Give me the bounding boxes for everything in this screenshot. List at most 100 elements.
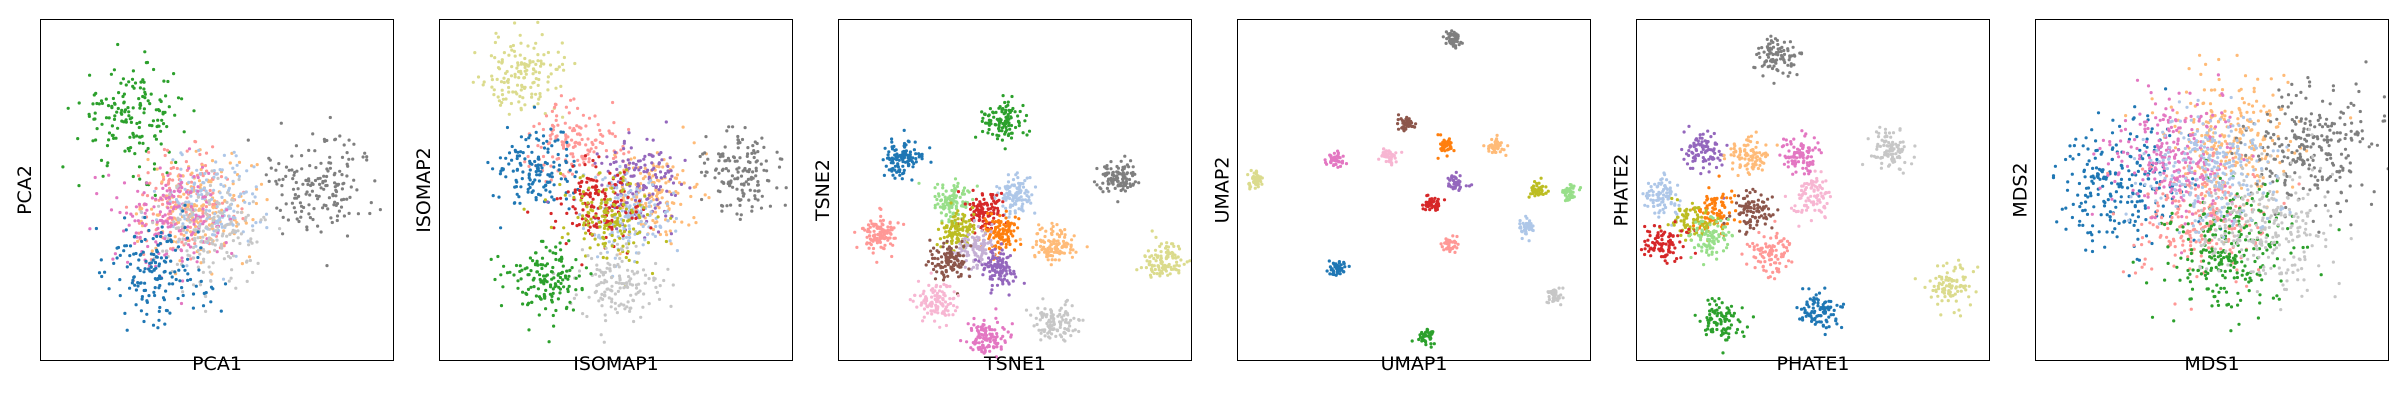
scatter-point [560, 143, 565, 147]
scatter-series-10 [951, 219, 996, 278]
scatter-point [222, 257, 226, 261]
scatter-point [654, 285, 658, 289]
scatter-point [944, 189, 948, 193]
scatter-point [201, 203, 206, 207]
scatter-point [203, 164, 208, 168]
scatter-point [736, 176, 740, 180]
scatter-point [278, 208, 282, 212]
scatter-series-0 [1441, 29, 1464, 50]
scatter-point [663, 210, 667, 215]
scatter-point [679, 202, 683, 206]
scatter-point [355, 188, 359, 192]
scatter-point [251, 224, 255, 228]
scatter-point [1123, 183, 1127, 188]
scatter-point [634, 283, 638, 287]
scatter-point [1015, 193, 1019, 197]
scatter-point [235, 163, 239, 167]
scatter-point [866, 229, 870, 234]
scatter-point [201, 180, 205, 185]
scatter-point [1005, 272, 1009, 276]
scatter-point [501, 285, 505, 289]
scatter-point [539, 59, 543, 63]
scatter-point [1150, 269, 1154, 273]
scatter-point [645, 137, 649, 141]
scatter-point [989, 275, 993, 279]
scatter-point [206, 213, 210, 217]
scatter-point [141, 224, 145, 228]
scatter-point [980, 257, 984, 262]
scatter-point [1061, 239, 1066, 243]
scatter-point [492, 88, 496, 92]
scatter-point [1009, 232, 1013, 236]
scatter-point [971, 341, 975, 345]
scatter-point [935, 249, 939, 253]
scatter-point [544, 188, 548, 192]
scatter-point [297, 219, 301, 224]
scatter-point [168, 192, 172, 196]
scatter-point [603, 290, 607, 294]
scatter-point [530, 95, 534, 99]
scatter-point [152, 167, 157, 171]
scatter-point [136, 239, 140, 243]
scatter-point [1036, 306, 1040, 310]
scatter-point [549, 72, 553, 76]
scatter-point [558, 182, 562, 187]
scatter-point [1060, 245, 1064, 249]
scatter-point [608, 171, 612, 175]
scatter-point [499, 226, 503, 230]
scatter-point [574, 293, 578, 297]
scatter-point [997, 129, 1001, 133]
scatter-point [940, 260, 944, 264]
scatter-point [956, 181, 960, 185]
scatter-point [971, 188, 975, 192]
scatter-point [954, 188, 958, 192]
scatter-point [1025, 176, 1029, 180]
scatter-point [958, 195, 962, 199]
scatter-point [1018, 182, 1022, 186]
scatter-point [196, 255, 200, 260]
scatter-point [338, 169, 342, 173]
scatter-point [339, 205, 344, 209]
scatter-point [983, 224, 987, 228]
scatter-point [1123, 189, 1127, 193]
scatter-point [987, 247, 991, 251]
scatter-point [549, 225, 553, 229]
scatter-point [519, 108, 523, 112]
scatter-point [1011, 279, 1015, 283]
scatter-point [167, 195, 171, 199]
scatter-point [497, 67, 502, 71]
scatter-point [646, 168, 650, 172]
scatter-point [597, 282, 601, 286]
scatter-point [201, 270, 205, 274]
scatter-point [218, 191, 222, 195]
scatter-point [989, 291, 993, 295]
scatter-point [489, 257, 493, 261]
scatter-point [753, 151, 757, 155]
scatter-point [1173, 253, 1177, 257]
scatter-point [325, 264, 329, 268]
scatter-point [1441, 35, 1445, 39]
scatter-point [545, 162, 549, 166]
scatter-series-1 [1396, 113, 1418, 133]
scatter-point [954, 195, 958, 199]
scatter-point [725, 129, 729, 133]
scatter-point [1451, 37, 1455, 41]
scatter-point [99, 99, 104, 103]
scatter-point [598, 128, 602, 132]
scatter-point [989, 192, 993, 197]
scatter-point [560, 62, 565, 66]
scatter-point [305, 228, 309, 232]
scatter-point [926, 305, 930, 309]
scatter-point [911, 299, 915, 303]
scatter-point [528, 256, 532, 260]
scatter-point [927, 283, 931, 287]
scatter-point [140, 297, 144, 301]
scatter-point [239, 192, 243, 196]
scatter-point [942, 235, 946, 240]
scatter-point [181, 264, 185, 268]
scatter-point [267, 156, 271, 160]
scatter-point [554, 251, 558, 256]
scatter-point [580, 194, 584, 198]
scatter-point [694, 221, 698, 225]
scatter-point [155, 234, 159, 238]
